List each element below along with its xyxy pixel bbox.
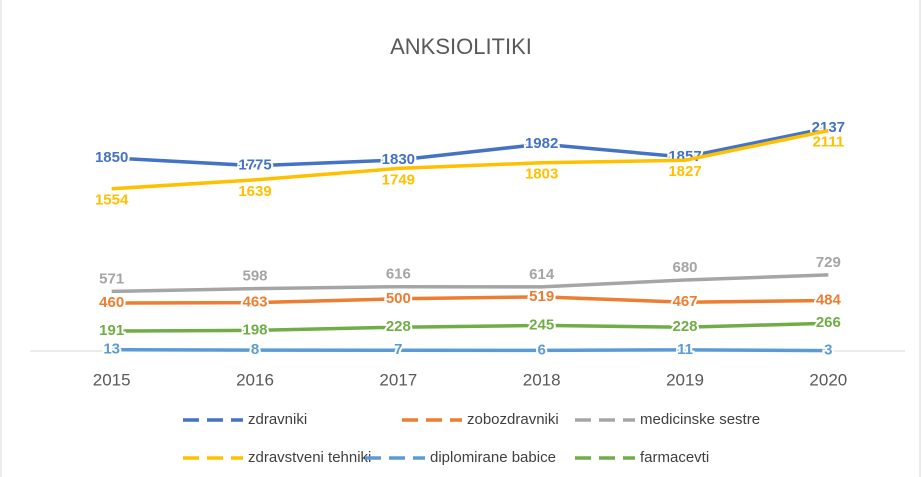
data-label: 13	[103, 341, 120, 358]
x-tick-label: 2018	[523, 370, 561, 389]
data-label: 2111	[812, 134, 844, 151]
data-label: 228	[386, 318, 411, 335]
x-tick-label: 2017	[379, 370, 417, 389]
data-label: 1827	[668, 163, 701, 180]
series-line	[111, 295, 829, 305]
data-label: 6	[537, 341, 545, 358]
data-label: 463	[242, 294, 267, 311]
data-label: 500	[386, 290, 411, 307]
data-label: 598	[242, 268, 267, 285]
data-label: 484	[816, 291, 842, 308]
data-label: 460	[99, 294, 124, 311]
data-label: 1830	[382, 151, 415, 168]
data-label: 571	[99, 270, 124, 287]
series-line	[111, 273, 829, 294]
data-label: 1803	[525, 166, 558, 183]
data-label: 245	[529, 316, 554, 333]
legend-label: farmacevti	[640, 449, 709, 466]
data-label: 1554	[95, 192, 129, 209]
data-label: 191	[99, 322, 124, 339]
data-label: 614	[529, 266, 555, 283]
data-label: 7	[394, 341, 402, 358]
chart-title: ANKSIOLITIKI	[390, 34, 532, 59]
data-label: 11	[677, 341, 693, 358]
data-label: 1775	[238, 157, 271, 174]
legend-label: diplomirane babice	[430, 449, 556, 466]
series-line	[111, 126, 829, 168]
data-label: 680	[672, 259, 697, 276]
data-label: 1749	[382, 171, 415, 188]
data-label: 198	[242, 321, 267, 338]
legend-label: zobozdravniki	[467, 411, 559, 428]
data-label: 8	[251, 341, 259, 358]
x-tick-label: 2016	[236, 370, 274, 389]
data-label: 266	[816, 314, 841, 331]
data-label: 1850	[95, 149, 128, 166]
x-tick-label: 2020	[809, 370, 847, 389]
data-label: 228	[672, 318, 697, 335]
data-label: 1982	[525, 135, 558, 152]
series-line	[111, 347, 829, 353]
series-line	[111, 321, 829, 333]
legend-label: zdravniki	[248, 411, 307, 428]
data-label: 729	[816, 254, 841, 271]
legend-label: zdravstveni tehniki	[248, 449, 371, 466]
x-tick-label: 2019	[666, 370, 704, 389]
data-label: 467	[672, 293, 697, 310]
legend-label: medicinske sestre	[640, 411, 760, 428]
data-label: 616	[386, 266, 411, 283]
data-label: 519	[529, 288, 554, 305]
x-tick-label: 2015	[93, 370, 131, 389]
data-label: 3	[824, 342, 832, 359]
series-line	[111, 128, 829, 191]
data-label: 1639	[238, 183, 271, 200]
